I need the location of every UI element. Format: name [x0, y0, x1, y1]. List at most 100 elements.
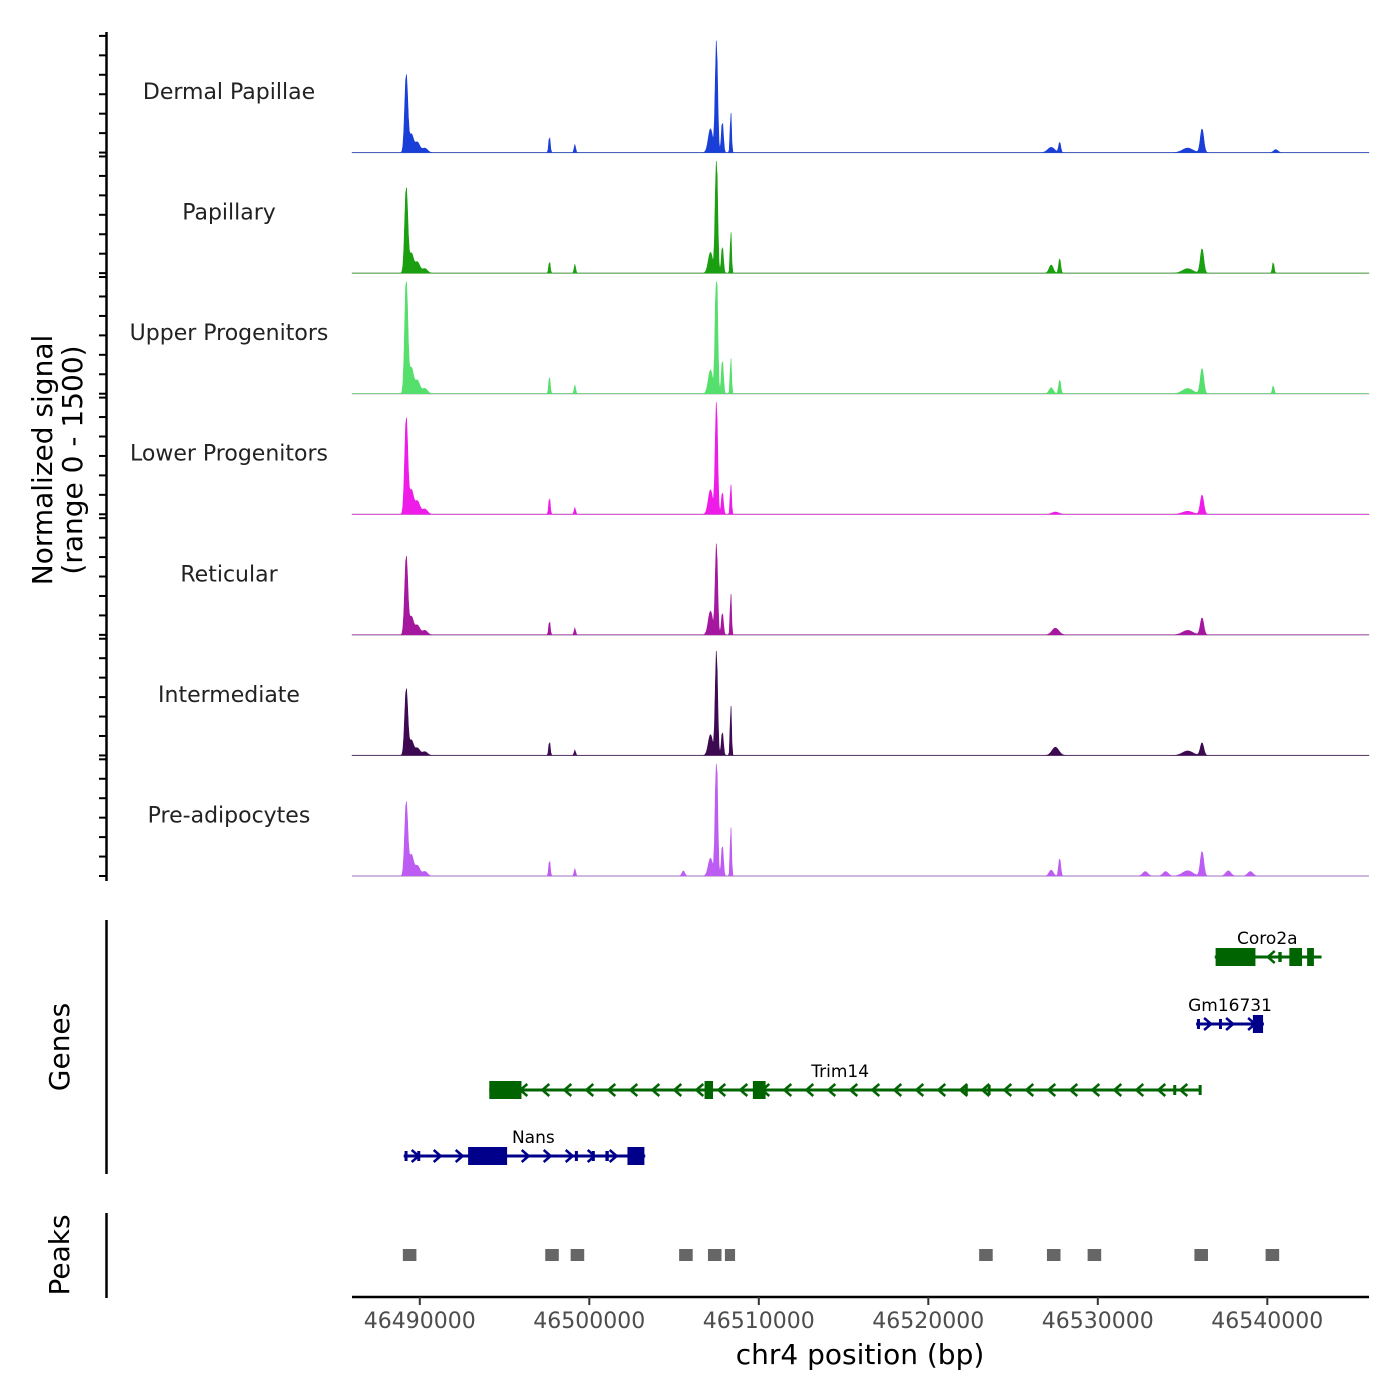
exon: [1278, 952, 1282, 962]
strand-arrow: [606, 1083, 617, 1097]
signal-track: Papillary: [182, 160, 1370, 274]
exon: [605, 1151, 609, 1161]
peak-region: [679, 1249, 693, 1261]
exon: [1173, 1085, 1177, 1095]
strand-arrow: [1178, 1083, 1189, 1097]
x-tick-label: 46540000: [1211, 1309, 1323, 1334]
strand-arrow: [914, 1083, 925, 1097]
strand-arrow: [564, 1149, 575, 1163]
peak-region: [979, 1249, 993, 1261]
strand-arrow: [432, 1149, 443, 1163]
peaks-track: [402, 1249, 1280, 1261]
signal-area: [351, 40, 1370, 153]
strand-arrow: [1156, 1083, 1167, 1097]
signal-track: Lower Progenitors: [130, 402, 1370, 515]
peak-region: [1046, 1249, 1061, 1261]
peak-region: [707, 1249, 722, 1261]
gene-model: Coro2a: [1214, 929, 1322, 966]
signal-area: [352, 763, 1369, 877]
genes-section-label: Genes: [43, 1003, 76, 1091]
peak-region: [1265, 1249, 1280, 1261]
track-label: Dermal Papillae: [143, 80, 315, 105]
strand-arrow: [1225, 1017, 1236, 1031]
gene-label: Trim14: [810, 1062, 869, 1082]
x-tick-label: 46520000: [872, 1309, 984, 1334]
exon: [1289, 948, 1303, 966]
strand-arrow: [1090, 1083, 1101, 1097]
exon: [964, 1085, 968, 1095]
strand-arrow: [738, 1083, 749, 1097]
signal-track: Reticular: [180, 543, 1370, 636]
strand-arrow: [1134, 1083, 1145, 1097]
track-label: Reticular: [180, 562, 278, 587]
signal-area: [351, 543, 1370, 636]
exon: [1215, 948, 1256, 966]
peak-region: [570, 1249, 585, 1261]
signal-track: Intermediate: [158, 650, 1370, 756]
exon: [1196, 1019, 1200, 1029]
strand-arrow: [608, 1149, 619, 1163]
peak-region: [724, 1249, 736, 1261]
signal-area: [351, 402, 1370, 515]
strand-arrow: [826, 1083, 837, 1097]
strand-arrow: [1002, 1083, 1013, 1097]
x-tick-label: 46500000: [533, 1309, 645, 1334]
track-label: Intermediate: [158, 683, 300, 708]
x-axis-title: chr4 position (bp): [736, 1338, 985, 1371]
peak-region: [1087, 1249, 1102, 1261]
exon: [574, 1151, 578, 1161]
track-label: Lower Progenitors: [130, 442, 328, 467]
signal-track: Dermal Papillae: [143, 40, 1370, 154]
strand-arrow: [1112, 1083, 1123, 1097]
strand-arrow: [1265, 950, 1276, 964]
exon: [987, 1085, 991, 1095]
exon: [1218, 1019, 1222, 1029]
signal-area: [351, 650, 1370, 756]
exon: [1252, 1015, 1264, 1033]
x-tick-label: 46510000: [703, 1309, 815, 1334]
gene-model: Nans: [403, 1128, 646, 1165]
strand-arrow: [1046, 1083, 1057, 1097]
x-tick-label: 46530000: [1042, 1309, 1154, 1334]
peaks-section-label: Peaks: [43, 1214, 76, 1295]
signal-track: Upper Progenitors: [130, 281, 1370, 395]
x-tick-label: 46490000: [364, 1309, 476, 1334]
strand-arrow: [980, 1083, 991, 1097]
strand-arrow: [628, 1083, 639, 1097]
signal-track: Pre-adipocytes: [148, 763, 1369, 877]
track-label: Papillary: [182, 201, 276, 226]
gene-annotation-track: Coro2a Gm16731 Trim14 Nans: [403, 929, 1322, 1165]
strand-arrow: [1068, 1083, 1079, 1097]
y-axis-title: Normalized signal (range 0 - 1500): [26, 335, 89, 586]
signal-area: [351, 281, 1370, 395]
exon: [417, 1151, 421, 1161]
strand-arrow: [936, 1083, 947, 1097]
strand-arrow: [650, 1083, 661, 1097]
strand-arrow: [716, 1083, 727, 1097]
gene-label: Nans: [512, 1128, 555, 1148]
strand-arrow: [694, 1083, 705, 1097]
exon: [1198, 1085, 1202, 1095]
exon: [704, 1081, 714, 1099]
peak-region: [402, 1249, 417, 1261]
strand-arrow: [804, 1083, 815, 1097]
track-label: Upper Progenitors: [130, 321, 329, 346]
peak-region: [545, 1249, 559, 1261]
strand-arrow: [454, 1149, 465, 1163]
exon: [1307, 948, 1314, 966]
strand-arrow: [562, 1083, 573, 1097]
exon: [752, 1081, 766, 1099]
strand-arrow: [672, 1083, 683, 1097]
exon: [591, 1151, 595, 1161]
exon: [468, 1147, 508, 1165]
y-axis-title-line2: (range 0 - 1500): [56, 345, 89, 574]
gene-label: Coro2a: [1237, 929, 1298, 949]
exon: [489, 1081, 522, 1099]
strand-arrow: [848, 1083, 859, 1097]
exon: [404, 1151, 408, 1161]
x-axis-ticks: 46490000 46500000 46510000 46520000 46530000…: [364, 1297, 1323, 1334]
strand-arrow: [870, 1083, 881, 1097]
signal-area: [351, 160, 1370, 274]
strand-arrow: [584, 1083, 595, 1097]
